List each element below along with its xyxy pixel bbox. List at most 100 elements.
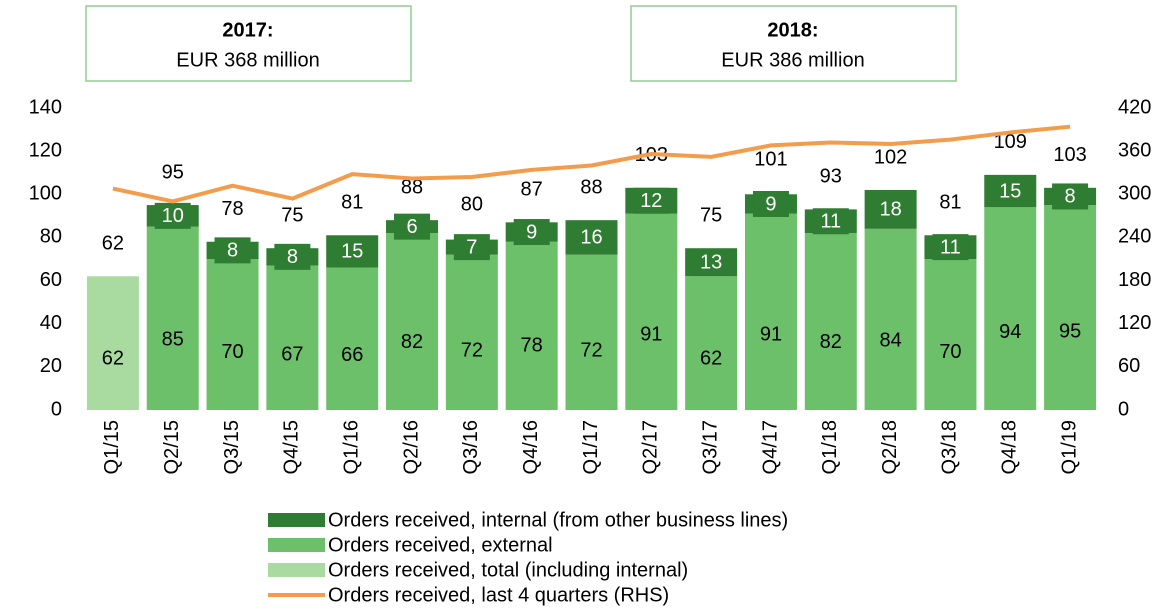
label-background	[872, 196, 909, 223]
legend-label: Orders received, internal (from other bu…	[328, 509, 788, 531]
data-label: 6	[406, 216, 417, 238]
legend-swatch	[268, 538, 325, 552]
total-label: 87	[521, 179, 543, 201]
x-tick-label: Q4/15	[281, 420, 303, 474]
x-tick-label: Q1/15	[101, 420, 123, 474]
bar	[804, 233, 857, 410]
annotation-box	[85, 5, 412, 82]
label-background	[1052, 183, 1089, 210]
label-background	[693, 249, 730, 276]
legend-swatch	[268, 563, 325, 577]
total-label: 75	[700, 204, 722, 226]
y-tick-label: 20	[40, 355, 62, 377]
data-label: 67	[281, 343, 303, 365]
y-tick-label: 120	[29, 139, 62, 161]
bar	[206, 259, 259, 410]
total-label: 103	[1053, 144, 1086, 166]
total-label: 95	[162, 161, 184, 183]
annotation-title: 2017:	[222, 19, 273, 41]
bar	[146, 226, 199, 410]
data-label: 78	[521, 334, 543, 356]
bar	[445, 254, 498, 410]
label-background	[992, 178, 1029, 205]
legend-label: Orders received, external	[328, 534, 553, 556]
y-tick-label: 80	[40, 226, 62, 248]
x-tick-label: Q2/18	[879, 420, 901, 474]
x-tick-label: Q2/16	[400, 420, 422, 474]
data-label: 95	[1059, 320, 1081, 342]
data-label: 8	[227, 240, 238, 262]
bar	[326, 267, 379, 410]
bar	[625, 213, 678, 410]
y2-tick-label: 180	[1118, 269, 1151, 291]
data-label: 94	[999, 321, 1021, 343]
data-label: 72	[461, 339, 483, 361]
x-tick-label: Q1/17	[580, 420, 602, 474]
data-label: 62	[102, 347, 124, 369]
y2-tick-label: 60	[1118, 355, 1140, 377]
total-label: 81	[939, 192, 961, 214]
bar	[864, 228, 917, 410]
label-background	[334, 238, 371, 265]
data-label: 91	[760, 324, 782, 346]
annotation-box	[630, 5, 957, 82]
data-label: 72	[580, 339, 602, 361]
data-label: 66	[341, 344, 363, 366]
x-tick-label: Q2/17	[640, 420, 662, 474]
y2-tick-label: 0	[1118, 398, 1129, 420]
y-tick-label: 100	[29, 183, 62, 205]
data-label: 82	[820, 331, 842, 353]
label-background	[573, 224, 610, 251]
label-background	[453, 234, 490, 261]
data-label: 8	[287, 246, 298, 268]
label-background	[633, 187, 670, 214]
data-label: 18	[879, 199, 901, 221]
x-tick-label: Q4/17	[759, 420, 781, 474]
bar	[86, 276, 139, 410]
total-label: 78	[221, 198, 243, 220]
x-tick-label: Q1/19	[1058, 420, 1080, 474]
data-label: 12	[640, 190, 662, 212]
data-label: 8	[1065, 186, 1076, 208]
x-tick-label: Q3/17	[699, 420, 721, 474]
data-label: 11	[940, 236, 961, 258]
annotation-text: EUR 386 million	[721, 49, 864, 71]
x-tick-label: Q2/15	[161, 420, 183, 474]
data-label: 85	[162, 329, 184, 351]
y2-tick-label: 420	[1118, 96, 1151, 118]
y2-tick-label: 120	[1118, 312, 1151, 334]
bar	[565, 254, 618, 410]
data-label: 11	[820, 211, 841, 233]
x-tick-label: Q1/16	[340, 420, 362, 474]
data-label: 16	[580, 227, 602, 249]
data-label: 62	[700, 347, 722, 369]
legend-swatch	[268, 513, 325, 527]
label-background	[394, 213, 431, 240]
y2-tick-label: 240	[1118, 226, 1151, 248]
data-label: 9	[526, 221, 537, 243]
data-label: 70	[939, 341, 961, 363]
total-label: 88	[401, 176, 423, 198]
total-label: 62	[102, 233, 124, 255]
legend-label: Orders received, last 4 quarters (RHS)	[328, 584, 669, 606]
label-background	[154, 202, 191, 229]
label-background	[932, 234, 969, 261]
x-tick-label: Q3/18	[939, 420, 961, 474]
total-label: 102	[874, 146, 907, 168]
x-tick-label: Q3/16	[460, 420, 482, 474]
label-background	[752, 190, 789, 217]
total-label: 81	[341, 192, 363, 214]
total-label: 80	[461, 194, 483, 216]
data-label: 15	[341, 241, 363, 263]
label-background	[274, 243, 311, 270]
bar	[924, 259, 977, 410]
annotation-title: 2018:	[767, 19, 818, 41]
data-label: 84	[879, 329, 901, 351]
total-label: 88	[580, 176, 602, 198]
y-tick-label: 140	[29, 96, 62, 118]
y-tick-label: 40	[40, 312, 62, 334]
total-label: 75	[281, 204, 303, 226]
label-background	[513, 219, 550, 246]
x-tick-label: Q4/16	[520, 420, 542, 474]
